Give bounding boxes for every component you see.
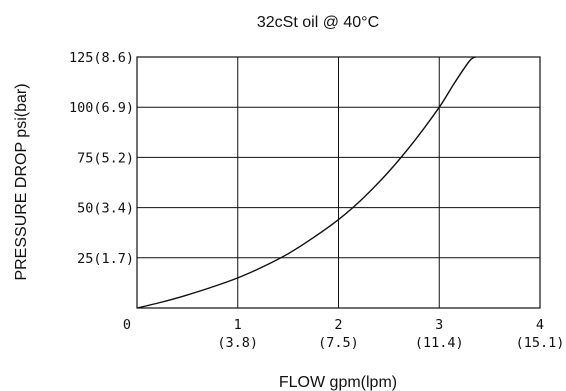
y-tick-label: 25(1.7) [77, 251, 134, 267]
x-tick-label: 0 [123, 317, 131, 333]
y-tick-label: 125(8.6) [69, 50, 134, 66]
y-tick-label: 75(5.2) [77, 150, 134, 166]
x-tick-label: 1 [234, 317, 242, 333]
y-tick-label: 50(3.4) [77, 201, 134, 217]
x-tick-sublabel: (15.1) [516, 335, 565, 351]
y-axis-title: PRESSURE DROP psi(bar) [13, 83, 30, 280]
x-tick-label: 4 [536, 317, 544, 333]
y-axis-ticks: 25(1.7) 50(3.4) 75(5.2) 100(6.9) 125(8.6) [69, 50, 134, 267]
x-axis-title: FLOW gpm(lpm) [279, 374, 397, 391]
x-tick-label: 3 [435, 317, 443, 333]
y-tick-label: 100(6.9) [69, 100, 134, 116]
x-axis-ticks: 0 1 (3.8) 2 (7.5) 3 (11.4) 4 (15.1) [123, 317, 564, 351]
x-tick-label: 2 [334, 317, 342, 333]
pressure-drop-curve [136, 56, 476, 309]
plot-area-frame [136, 56, 541, 309]
chart-title: 32cSt oil @ 40°C [257, 14, 379, 31]
x-tick-sublabel: (7.5) [318, 335, 359, 351]
grid-lines [137, 57, 540, 308]
x-tick-sublabel: (11.4) [415, 335, 464, 351]
x-tick-sublabel: (3.8) [217, 335, 258, 351]
